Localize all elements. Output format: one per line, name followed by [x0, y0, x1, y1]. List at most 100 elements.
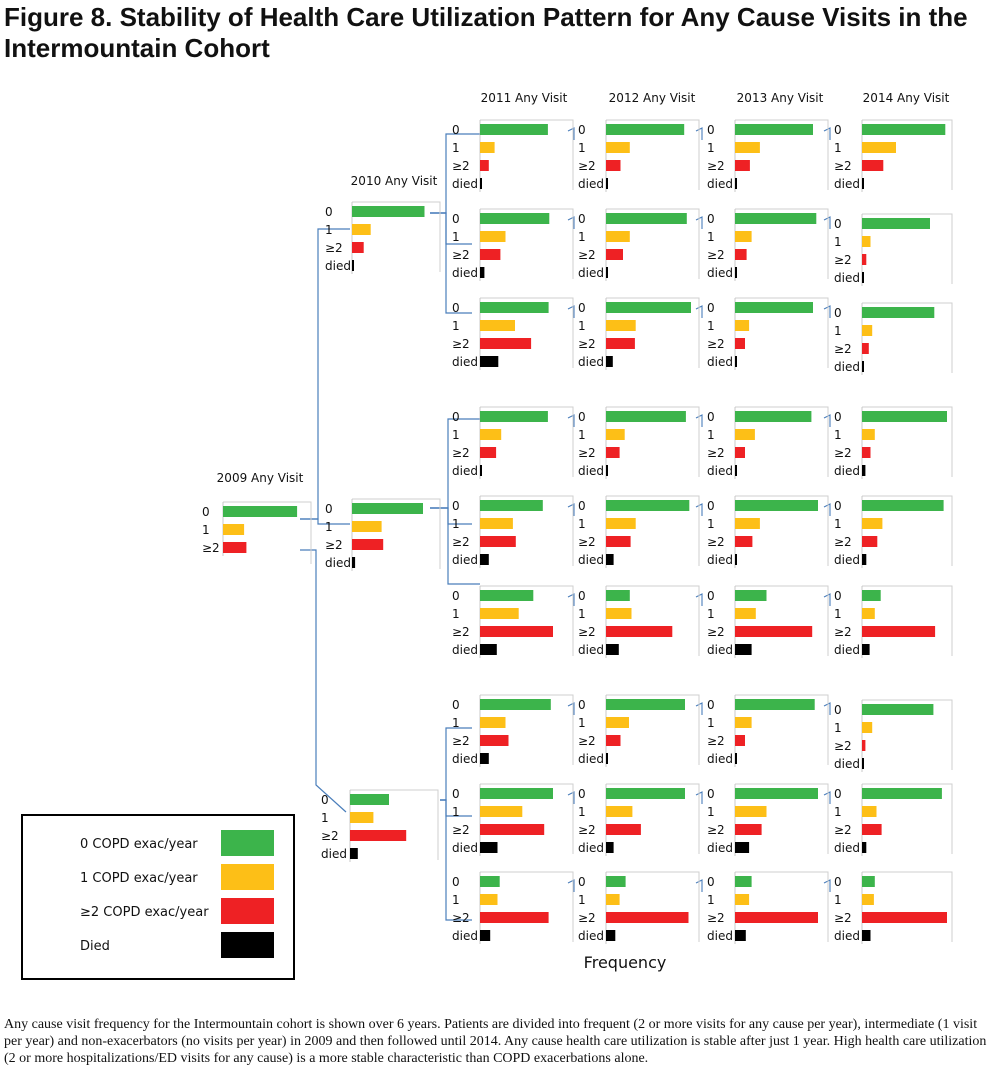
panel-frame-p2011_9 [480, 871, 574, 942]
category-label-p2014_3-2: ≥2 [834, 342, 852, 356]
bar-p2013_4-0 [735, 411, 812, 422]
category-label-p2011_5-3: died [452, 553, 478, 567]
category-label-p2012_8-1: 1 [578, 805, 586, 819]
panel-frame-p2012_6 [606, 585, 700, 656]
bar-p2011_8-0 [480, 788, 553, 799]
category-label-p2012_7-2: ≥2 [578, 734, 596, 748]
category-label-p2010_b-0: 0 [325, 502, 333, 516]
category-label-p2013_4-3: died [707, 464, 733, 478]
bar-p2010_b-0 [352, 503, 423, 514]
bar-p2011_9-1 [480, 894, 498, 905]
bar-p2011_3-2 [480, 338, 532, 349]
bar-p2013_3-1 [735, 320, 750, 331]
category-label-p2010_a-1: 1 [325, 223, 333, 237]
category-label-p2011_3-1: 1 [452, 319, 460, 333]
bracket-r9-c3 [823, 879, 831, 892]
panel-frame-p2013_5 [735, 495, 829, 566]
bar-p2014_3-1 [862, 325, 873, 336]
bar-p2009-2 [223, 542, 247, 553]
figure-title: Figure 8. Stability of Health Care Utili… [4, 2, 968, 63]
bracket-r7-c3 [823, 702, 831, 715]
panel-frame-p2012_4 [606, 406, 700, 477]
connector-line-5 [430, 212, 472, 245]
legend-swatch-3 [221, 932, 274, 958]
panel-frame-p2014_3 [862, 302, 953, 373]
bar-p2011_7-1 [480, 717, 506, 728]
bar-p2013_8-1 [735, 806, 767, 817]
category-label-p2010_b-1: 1 [325, 520, 333, 534]
category-label-p2011_6-3: died [452, 643, 478, 657]
bar-p2009-0 [223, 506, 298, 517]
bar-p2013_7-2 [735, 735, 745, 746]
bar-p2012_8-2 [606, 824, 641, 835]
bracket-r2-c3 [823, 216, 831, 229]
bar-p2012_3-3 [606, 356, 613, 367]
panel-frame-p2011_3 [480, 297, 574, 368]
bar-p2012_9-3 [606, 930, 616, 941]
bar-p2011_9-0 [480, 876, 500, 887]
bar-p2012_7-2 [606, 735, 621, 746]
bar-p2013_9-0 [735, 876, 752, 887]
bar-p2014_6-3 [862, 644, 870, 655]
category-label-p2013_9-2: ≥2 [707, 911, 725, 925]
category-label-p2013_5-3: died [707, 553, 733, 567]
category-label-p2014_3-3: died [834, 360, 860, 374]
bar-p2012_5-3 [606, 554, 614, 565]
bracket-r6-c2 [695, 593, 703, 606]
bar-p2011_8-3 [480, 842, 498, 853]
bar-p2014_2-1 [862, 236, 871, 247]
category-label-p2011_9-2: ≥2 [452, 911, 470, 925]
category-label-p2013_3-2: ≥2 [707, 337, 725, 351]
bar-p2012_1-3 [606, 178, 608, 189]
bar-p2013_1-2 [735, 160, 750, 171]
category-label-p2012_6-3: died [578, 643, 604, 657]
bar-p2011_2-1 [480, 231, 506, 242]
category-label-p2011_1-2: ≥2 [452, 159, 470, 173]
category-label-p2010_a-0: 0 [325, 205, 333, 219]
category-label-p2012_2-3: died [578, 266, 604, 280]
bar-p2013_2-3 [735, 267, 737, 278]
panel-frame-p2011_2 [480, 208, 574, 279]
category-label-p2011_5-1: 1 [452, 517, 460, 531]
bracket-r3-c3 [823, 305, 831, 318]
category-label-p2011_5-2: ≥2 [452, 535, 470, 549]
bracket-r1-c1 [567, 127, 575, 140]
bar-p2011_5-3 [480, 554, 489, 565]
category-label-p2014_3-1: 1 [834, 324, 842, 338]
category-label-p2013_5-1: 1 [707, 517, 715, 531]
category-label-p2010_c-0: 0 [321, 793, 329, 807]
column-title-y2014: 2014 Any Visit [863, 91, 950, 105]
bar-p2014_9-3 [862, 930, 871, 941]
bar-p2013_9-3 [735, 930, 746, 941]
bar-p2010_b-3 [352, 557, 356, 568]
category-label-p2014_4-1: 1 [834, 428, 842, 442]
bar-p2013_5-3 [735, 554, 737, 565]
category-label-p2009-0: 0 [202, 505, 210, 519]
category-label-p2013_6-3: died [707, 643, 733, 657]
bar-p2011_4-3 [480, 465, 482, 476]
category-label-p2012_4-2: ≥2 [578, 446, 596, 460]
legend-label-2: ≥2 COPD exac/year [80, 905, 209, 920]
category-label-p2013_4-1: 1 [707, 428, 715, 442]
bar-p2011_4-1 [480, 429, 502, 440]
bar-p2013_3-0 [735, 302, 813, 313]
category-label-p2014_7-2: ≥2 [834, 739, 852, 753]
bar-p2013_2-0 [735, 213, 817, 224]
panel-frame-p2013_1 [735, 119, 829, 190]
category-label-p2012_1-0: 0 [578, 123, 586, 137]
category-label-p2011_3-2: ≥2 [452, 337, 470, 351]
category-label-p2011_3-3: died [452, 355, 478, 369]
category-label-p2013_8-1: 1 [707, 805, 715, 819]
bar-p2012_1-0 [606, 124, 685, 135]
bar-p2012_4-3 [606, 465, 608, 476]
category-label-p2011_2-0: 0 [452, 212, 460, 226]
category-label-p2013_2-0: 0 [707, 212, 715, 226]
bar-p2011_1-2 [480, 160, 489, 171]
category-label-p2010_c-2: ≥2 [321, 829, 339, 843]
bar-p2009-1 [223, 524, 245, 535]
bar-p2014_9-1 [862, 894, 874, 905]
bar-p2011_9-3 [480, 930, 491, 941]
bar-p2014_4-1 [862, 429, 875, 440]
category-label-p2014_9-1: 1 [834, 893, 842, 907]
panel-frame-p2014_1 [862, 119, 953, 190]
